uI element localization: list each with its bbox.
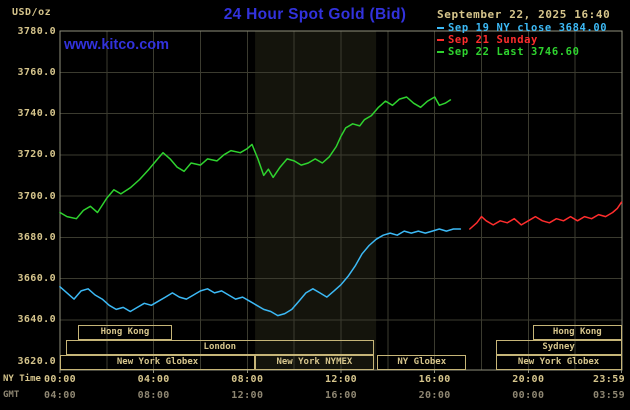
- session-box-hong-kong: Hong Kong: [77, 325, 173, 340]
- legend-label: Sep 22 Last 3746.60: [448, 46, 580, 58]
- series-line-sep19-ny-close: [59, 228, 462, 317]
- x-tick-label-gmt: 20:00: [418, 390, 451, 401]
- x-tick-label-ny: 16:00: [418, 374, 451, 385]
- x-tick-label-ny: 12:00: [324, 374, 358, 385]
- x-tick-label-ny: 08:00: [231, 374, 264, 385]
- y-tick-label: 3760.0: [17, 66, 56, 78]
- unit-label: USD/oz: [12, 7, 52, 18]
- y-tick-label: 3740.0: [17, 108, 56, 119]
- y-tick-label: 3620.0: [17, 355, 56, 367]
- legend-line-marker: [437, 27, 444, 29]
- series-line-sep21-sunday: [469, 201, 623, 230]
- nymex-session-band: [255, 31, 377, 370]
- x-tick-label-gmt: 00:00: [512, 390, 545, 401]
- y-tick-label: 3640.0: [17, 314, 56, 326]
- session-box-london: London: [65, 340, 374, 355]
- y-tick-label: 3680.0: [17, 231, 56, 243]
- session-box-hong-kong: Hong Kong: [533, 325, 622, 340]
- legend-line-marker: [437, 51, 444, 53]
- x-tick-label-gmt: 04:00: [43, 390, 77, 401]
- legend-item: Sep 22 Last 3746.60: [437, 46, 607, 58]
- x-tick-label-ny: 04:00: [137, 374, 170, 385]
- x-tick-label-ny: 23:59: [592, 374, 626, 385]
- x-tick-label-gmt: 03:59: [592, 390, 626, 401]
- legend-label: Sep 19 NY close 3684.00: [448, 22, 608, 34]
- x-tick-label-gmt: 16:00: [324, 390, 358, 401]
- session-box-sydney: Sydney: [495, 340, 622, 355]
- x-tick-label-ny: 00:00: [43, 374, 77, 385]
- session-box-new-york-globex: New York Globex: [60, 355, 256, 370]
- legend-item: Sep 19 NY close 3684.00: [437, 22, 607, 34]
- x-tick-label-gmt: 12:00: [231, 390, 264, 401]
- series-line-sep22-last: [59, 96, 452, 220]
- y-tick-label: 3780.0: [17, 25, 56, 37]
- legend: Sep 19 NY close 3684.00 Sep 21 Sunday Sep …: [437, 22, 607, 58]
- session-box-new-york-nymex: New York NYMEX: [255, 355, 374, 370]
- ny-time-caption: NY Time: [3, 374, 41, 384]
- gmt-caption: GMT: [3, 390, 20, 400]
- y-tick-label: 3700.0: [17, 190, 56, 202]
- legend-line-marker: [437, 39, 444, 41]
- legend-label: Sep 21 Sunday: [448, 34, 538, 46]
- y-tick-label: 3660.0: [17, 273, 56, 284]
- kitco-watermark-link[interactable]: www.kitco.com: [64, 37, 170, 53]
- x-tick-label-gmt: 08:00: [137, 390, 170, 401]
- chart-title: 24 Hour Spot Gold (Bid): [223, 6, 407, 23]
- legend-item: Sep 21 Sunday: [437, 34, 607, 46]
- y-tick-label: 3720.0: [17, 149, 56, 161]
- x-tick-label-ny: 20:00: [512, 374, 545, 385]
- datetime-label: September 22, 2025 16:40: [437, 8, 611, 21]
- session-box-new-york-globex: New York Globex: [495, 355, 622, 370]
- session-box-ny-globex: NY Globex: [377, 355, 467, 370]
